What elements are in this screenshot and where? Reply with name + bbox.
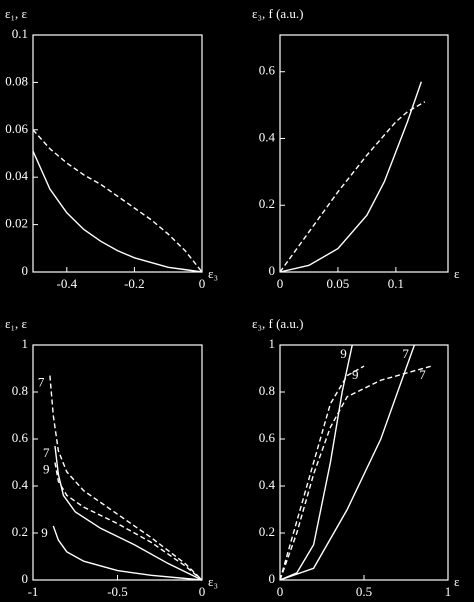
y-tick-label: 0.06: [5, 121, 28, 136]
curve-label: 9: [41, 525, 48, 540]
x-tick-label: 0: [199, 584, 206, 599]
y-tick-label: 0.6: [12, 430, 29, 445]
curve-label: 7: [402, 346, 409, 361]
y-tick-label: 0.4: [259, 129, 276, 144]
curve-label: 7: [38, 375, 45, 390]
y-axis-label: ε₁, ε: [5, 316, 27, 331]
plot-frame: [32, 344, 203, 581]
curve: [279, 365, 365, 581]
y-tick-label: 0.6: [259, 430, 276, 445]
y-tick-label: 0.8: [12, 383, 28, 398]
y-tick-label: 0: [269, 263, 276, 278]
y-tick-label: 0.02: [5, 216, 28, 231]
curve: [32, 150, 203, 273]
y-tick-label: 0: [22, 263, 29, 278]
curve: [279, 81, 423, 273]
y-tick-label: 1: [22, 336, 29, 351]
y-tick-label: 0.2: [259, 524, 275, 539]
y-tick-label: 0.04: [5, 168, 28, 183]
curve: [54, 445, 203, 581]
x-axis-label: ε₃: [208, 266, 218, 281]
x-axis-label: ε₃: [208, 574, 218, 589]
curve-label: 7: [43, 445, 50, 460]
curve-label: 9: [340, 346, 347, 361]
y-tick-label: 0.6: [259, 63, 276, 78]
y-tick-label: 0.4: [259, 477, 276, 492]
plot-frame: [279, 34, 449, 273]
y-tick-label: 1: [269, 336, 276, 351]
x-tick-label: -0.2: [124, 276, 145, 291]
y-tick-label: 0.08: [5, 73, 28, 88]
y-tick-label: 0.1: [12, 26, 28, 41]
x-tick-label: 0.5: [356, 584, 372, 599]
plot-frame: [32, 34, 203, 273]
x-axis-label: ε: [454, 266, 460, 281]
x-tick-label: -0.4: [57, 276, 78, 291]
x-axis-label: ε: [454, 574, 460, 589]
curve-label: 9: [43, 461, 50, 476]
curve: [49, 375, 203, 581]
y-tick-label: 0.2: [12, 524, 28, 539]
x-tick-label: 0.1: [388, 276, 404, 291]
x-tick-label: 0: [277, 276, 284, 291]
curve: [279, 344, 416, 581]
curve: [54, 462, 203, 581]
curve: [279, 344, 353, 581]
curve-label: 9: [352, 367, 359, 382]
curve-label: 7: [419, 367, 426, 382]
y-axis-label: ε₃, f (a.u.): [252, 6, 304, 21]
x-tick-label: -1: [28, 584, 39, 599]
curve: [32, 129, 203, 273]
y-tick-label: 0: [22, 571, 29, 586]
x-tick-label: 1: [445, 584, 452, 599]
curve: [279, 365, 432, 581]
y-tick-label: 0.2: [259, 196, 275, 211]
y-tick-label: 0.8: [259, 383, 275, 398]
x-tick-label: -0.5: [107, 584, 128, 599]
x-tick-label: 0.05: [327, 276, 350, 291]
x-tick-label: 0: [199, 276, 206, 291]
y-axis-label: ε₃, f (a.u.): [252, 316, 304, 331]
x-tick-label: 0: [277, 584, 284, 599]
curve: [279, 101, 426, 273]
y-tick-label: 0: [269, 571, 276, 586]
y-axis-label: ε₁, ε: [5, 6, 27, 21]
y-tick-label: 0.4: [12, 477, 29, 492]
curve: [52, 525, 203, 581]
